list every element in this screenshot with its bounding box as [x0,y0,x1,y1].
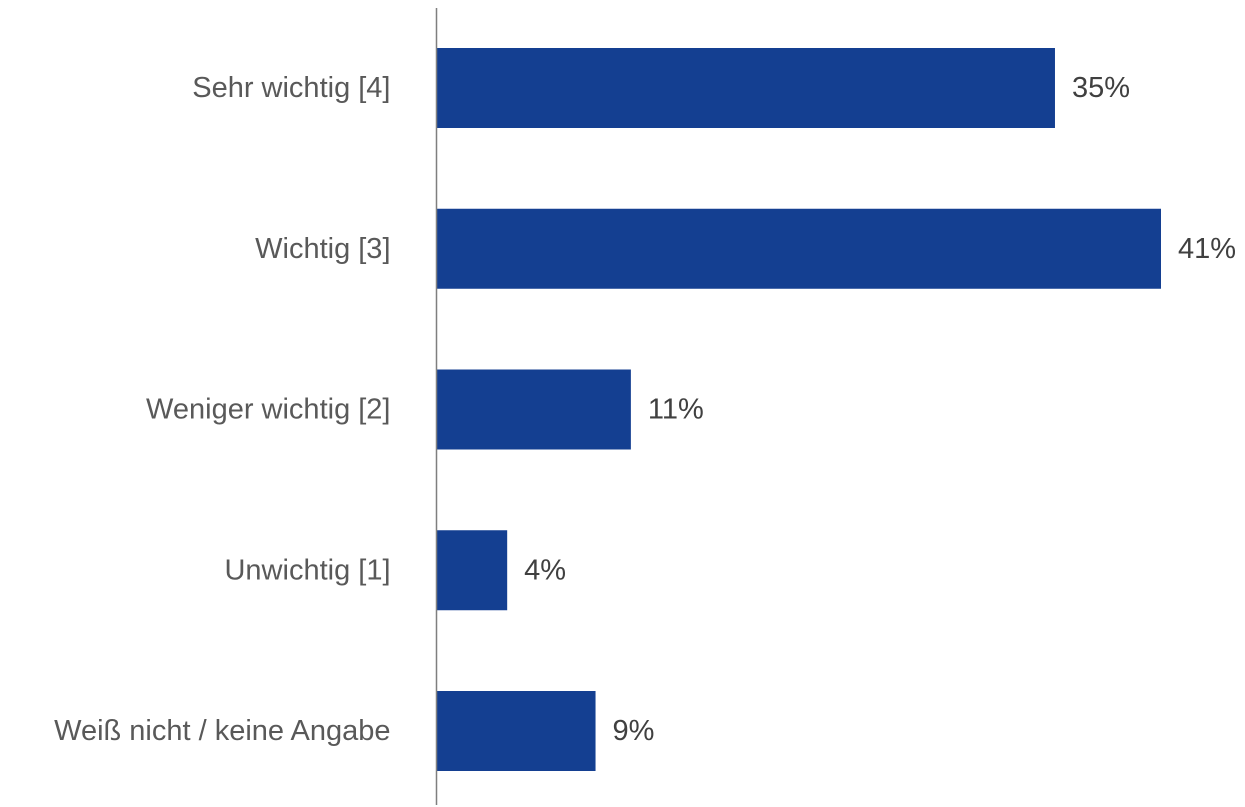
category-label: Weniger wichtig [2] [146,394,390,426]
bars-group [436,48,1161,771]
category-label: Weiß nicht / keine Angabe [54,715,390,747]
bar-2 [436,369,631,450]
bar-0 [436,48,1055,128]
value-label: 4% [524,554,566,586]
value-label: 9% [613,715,655,747]
category-label: Sehr wichtig [4] [192,72,390,104]
value-label: 11% [648,394,704,426]
value-labels-group: 35% 41% 11% 4% 9% [524,72,1236,747]
bar-3 [436,530,508,611]
value-label: 41% [1178,233,1236,265]
bar-1 [436,208,1161,289]
category-label: Unwichtig [1] [224,554,390,586]
bar-4 [436,691,596,771]
value-label: 35% [1072,72,1130,104]
category-label: Wichtig [3] [255,233,390,265]
category-labels-group: Sehr wichtig [4] Wichtig [3] Weniger wicht… [54,72,390,747]
